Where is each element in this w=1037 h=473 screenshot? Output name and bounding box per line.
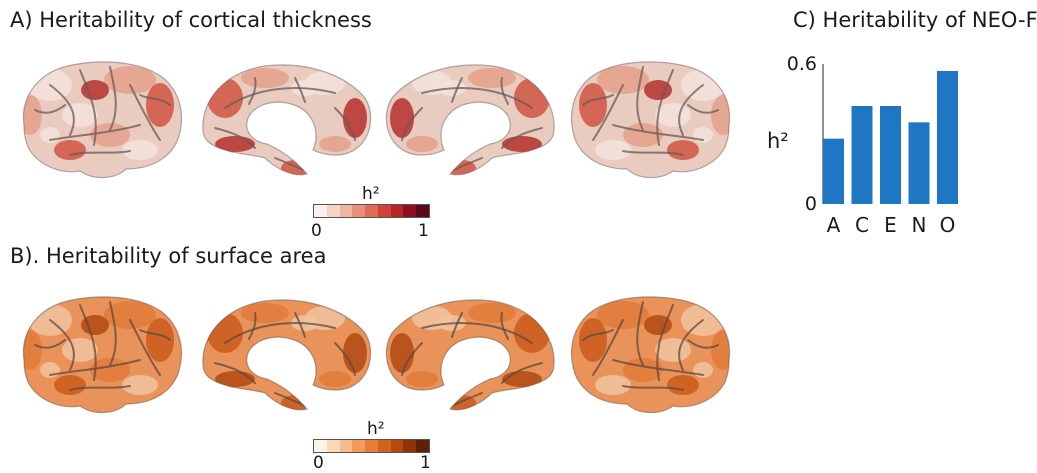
x-tick-label-N: N — [912, 213, 927, 237]
x-tick-label-E: E — [884, 213, 897, 237]
colorbar-b-swatch — [339, 440, 353, 452]
bar-chart-neo-ffi: 0.6 0 h² A C E N O — [767, 53, 958, 237]
colorbar-a-swatch — [339, 205, 353, 217]
brain-b-medial-left — [202, 299, 372, 411]
bar-N — [908, 122, 930, 204]
x-tick-label-O: O — [940, 213, 956, 237]
colorbar-b-min: 0 — [313, 453, 324, 473]
y-tick-label-top: 0.6 — [787, 53, 817, 75]
colorbar-a-min: 0 — [311, 221, 322, 241]
colorbar-b-swatch — [416, 440, 430, 452]
y-tick-label-bottom: 0 — [805, 193, 817, 215]
colorbar-b-swatch — [403, 440, 417, 452]
colorbar-a-swatch — [390, 205, 404, 217]
y-axis-label: h² — [767, 129, 789, 153]
colorbar-a-swatch — [314, 205, 327, 217]
x-tick-label-C: C — [855, 213, 869, 237]
brain-b-lateral-right — [570, 296, 731, 414]
colorbar-a-swatch — [403, 205, 417, 217]
bar-O — [937, 71, 958, 204]
colorbar-a-swatch — [365, 205, 378, 217]
panel-b-title: B). Heritability of surface area — [10, 244, 327, 268]
colorbar-a — [313, 204, 430, 218]
brain-a-lateral-left — [22, 61, 183, 179]
colorbar-b-label: h² — [367, 419, 385, 439]
colorbar-b-swatch — [390, 440, 404, 452]
x-tick-label-A: A — [827, 213, 841, 237]
colorbar-b-swatch — [326, 440, 340, 452]
colorbar-a-swatch — [416, 205, 430, 217]
colorbar-a-swatch — [326, 205, 340, 217]
panel-c-title: C) Heritability of NEO-FFI — [793, 8, 1037, 32]
brain-b-medial-right — [385, 299, 555, 411]
bar-E — [880, 106, 901, 204]
brain-a-medial-left — [202, 64, 372, 176]
brain-b-lateral-left — [22, 296, 183, 414]
panel-a-title: A) Heritability of cortical thickness — [10, 8, 372, 32]
bar-C — [851, 106, 873, 204]
colorbar-b-max: 1 — [420, 453, 431, 473]
colorbar-b-swatch — [365, 440, 378, 452]
colorbar-b-swatch — [377, 440, 391, 452]
colorbar-a-swatch — [377, 205, 391, 217]
colorbar-a-swatch — [352, 205, 366, 217]
brain-a-medial-right — [385, 64, 555, 176]
brain-a-lateral-right — [570, 61, 731, 179]
colorbar-b — [313, 439, 430, 453]
colorbar-a-label: h² — [362, 184, 380, 204]
colorbar-b-swatch — [352, 440, 366, 452]
colorbar-b-swatch — [314, 440, 327, 452]
colorbar-a-max: 1 — [418, 221, 429, 241]
bar-A — [823, 138, 844, 204]
